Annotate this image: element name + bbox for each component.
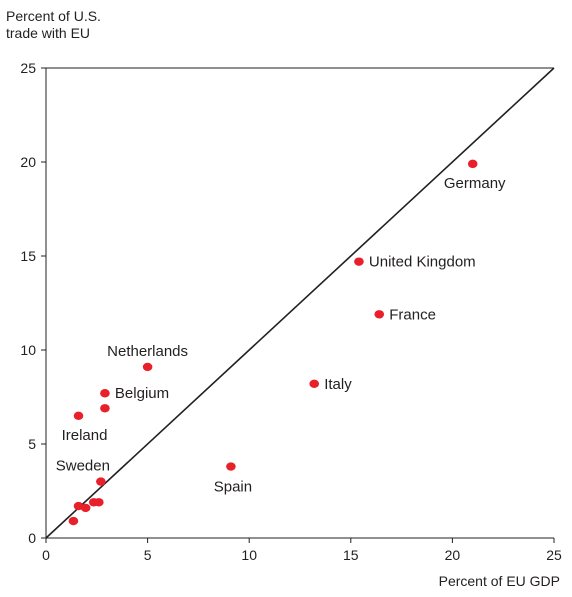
data-point-label: United Kingdom	[369, 254, 476, 271]
data-point	[68, 516, 79, 526]
reference-line-45-degree	[45, 67, 555, 539]
x-tick-label: 15	[343, 547, 359, 563]
data-point-label: Ireland	[62, 427, 108, 444]
y-tick-label: 25	[20, 60, 36, 76]
data-point-label: Belgium	[115, 385, 169, 402]
y-tick-label: 5	[28, 436, 36, 452]
data-point	[354, 257, 364, 266]
y-tick-label: 20	[20, 154, 36, 170]
x-tick-label: 10	[241, 547, 257, 563]
y-tick-label: 0	[28, 530, 36, 546]
data-point-label: Germany	[444, 175, 506, 192]
x-tick-label: 0	[42, 547, 50, 563]
data-point-label: France	[389, 306, 436, 323]
y-tick-label: 15	[20, 248, 36, 264]
data-point-label: Netherlands	[107, 343, 188, 360]
y-axis-title-line-1: Percent of U.S.	[6, 8, 101, 24]
data-point-label: Italy	[324, 376, 352, 393]
data-point	[309, 379, 320, 389]
y-tick-label: 10	[20, 342, 36, 358]
data-point	[80, 503, 91, 513]
data-point-label: Spain	[214, 479, 252, 496]
x-axis-title: Percent of EU GDP	[438, 573, 560, 589]
data-point	[100, 404, 110, 413]
y-axis-title: Percent of U.S. trade with EU	[6, 8, 101, 42]
data-point	[226, 462, 236, 471]
data-point	[374, 310, 385, 319]
x-tick-label: 20	[445, 547, 461, 563]
data-point	[467, 159, 478, 169]
data-point	[73, 411, 84, 420]
data-point-label: Sweden	[56, 458, 110, 475]
x-tick-label: 5	[144, 547, 152, 563]
data-point	[142, 362, 153, 372]
data-point	[100, 389, 110, 398]
data-point	[96, 477, 106, 486]
data-point	[94, 498, 104, 507]
x-tick-label: 25	[546, 547, 562, 563]
y-axis-title-line-2: trade with EU	[6, 25, 91, 41]
